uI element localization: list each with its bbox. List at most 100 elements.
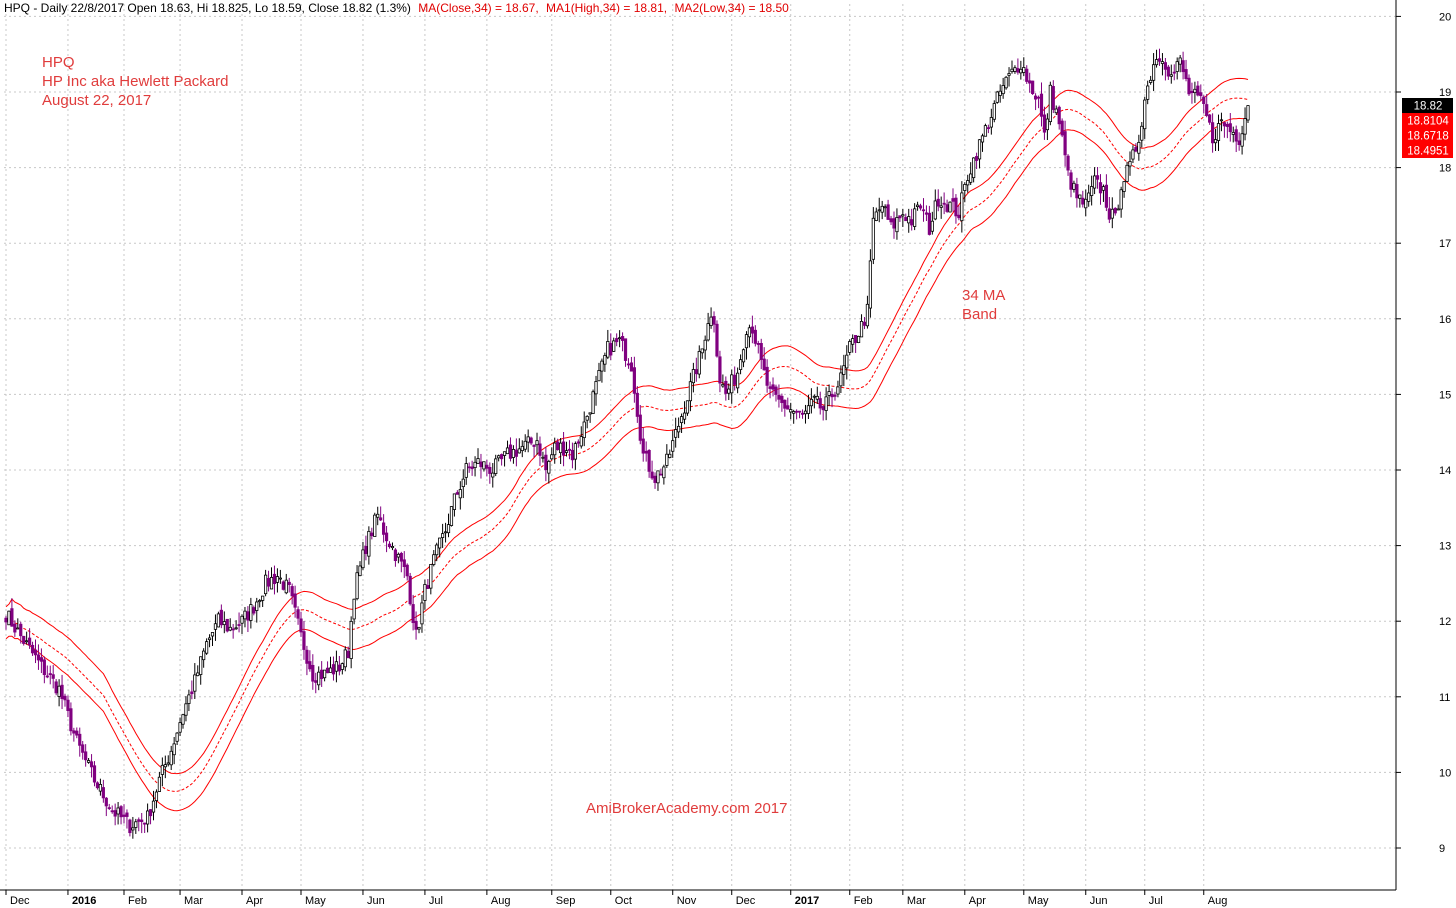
header-ma-high: MA1(High,34) = 18.81, [546, 1, 667, 15]
y-tick-label: 11 [1439, 692, 1450, 704]
candle [1149, 75, 1153, 85]
candle [502, 451, 507, 467]
candle [688, 372, 693, 412]
candle [547, 459, 551, 484]
candle-body [792, 411, 796, 414]
candle [715, 320, 719, 358]
candle [830, 388, 834, 408]
chart-grid [4, 4, 1396, 890]
candle-body [1078, 194, 1082, 199]
y-tick-label: 19 [1439, 87, 1451, 99]
candle [612, 337, 616, 352]
candle-body [446, 524, 451, 534]
candle [862, 317, 867, 330]
candle [738, 354, 743, 375]
candle [373, 512, 377, 537]
candle-body [314, 680, 318, 683]
candle-body [1184, 69, 1188, 79]
candle-body [550, 454, 554, 460]
price-tag-bg [1402, 143, 1453, 158]
candle-body [390, 546, 395, 549]
candle-body [1187, 77, 1191, 95]
y-tick-label: 17 [1439, 238, 1451, 250]
candle [1033, 93, 1038, 111]
candle-body [942, 202, 946, 205]
candle-body [343, 649, 347, 668]
candle-body [638, 414, 642, 441]
x-tick-label: 2017 [795, 895, 819, 907]
candle-body [455, 492, 459, 495]
candle [390, 542, 395, 551]
candle-body [1151, 64, 1156, 81]
candle-body [809, 398, 813, 407]
candle [317, 666, 321, 691]
candle [494, 454, 498, 477]
candle-body [839, 372, 843, 387]
y-tick-label: 12 [1439, 616, 1451, 628]
candle-body [1213, 139, 1218, 144]
candle-body [154, 791, 159, 801]
candle [39, 648, 44, 674]
candle [491, 463, 495, 488]
candle [287, 577, 291, 593]
candle [783, 399, 787, 417]
candle-body [659, 473, 663, 476]
candle-body [482, 461, 486, 470]
candle [305, 645, 309, 676]
candle-body [1101, 186, 1106, 191]
candle [682, 401, 687, 425]
candle [960, 181, 964, 233]
candle [1084, 189, 1088, 217]
candle [915, 201, 920, 211]
candle [671, 430, 675, 458]
candle [1140, 122, 1144, 148]
candle-body [1160, 61, 1165, 64]
x-tick-label: Feb [854, 895, 873, 907]
candle-body [874, 211, 878, 221]
candle-body [570, 449, 575, 461]
candle-body [458, 489, 462, 499]
candle [582, 411, 586, 447]
candle-body [662, 466, 666, 479]
candle-body [1225, 123, 1229, 127]
candle-body [1196, 85, 1200, 96]
candle-body [1199, 92, 1203, 97]
candle-body [957, 214, 961, 219]
x-tick-label: Feb [128, 895, 147, 907]
candle [700, 348, 704, 359]
candle [1160, 53, 1165, 76]
candle-body [756, 343, 760, 345]
candle-body [272, 573, 277, 585]
candle [511, 445, 516, 464]
candle-body [1004, 76, 1008, 89]
candle-body [266, 578, 271, 587]
candle-body [1022, 67, 1026, 73]
candle [718, 350, 722, 393]
candle-body [1066, 155, 1070, 171]
candle-body [119, 806, 123, 818]
candle-body [216, 613, 221, 628]
candle-body [915, 204, 920, 208]
ma-band [5, 77, 1249, 812]
candle [249, 597, 253, 629]
ma-low-line [5, 117, 1249, 812]
candle [134, 818, 138, 834]
candle-body [379, 517, 383, 521]
candle [747, 324, 752, 348]
candle [721, 374, 725, 388]
candle-body [146, 810, 150, 825]
candle-body [1031, 80, 1035, 95]
candle-body [733, 374, 737, 385]
candle-body [827, 391, 831, 396]
candle-body [1237, 140, 1241, 145]
candle-body [78, 733, 82, 746]
candle-body [441, 533, 445, 538]
x-tick-label: Nov [677, 895, 697, 907]
candle-body [553, 442, 557, 456]
candle [629, 356, 634, 372]
candle-body [694, 369, 698, 375]
candle-body [222, 621, 226, 626]
candle [166, 755, 170, 767]
candle-body [818, 398, 822, 409]
